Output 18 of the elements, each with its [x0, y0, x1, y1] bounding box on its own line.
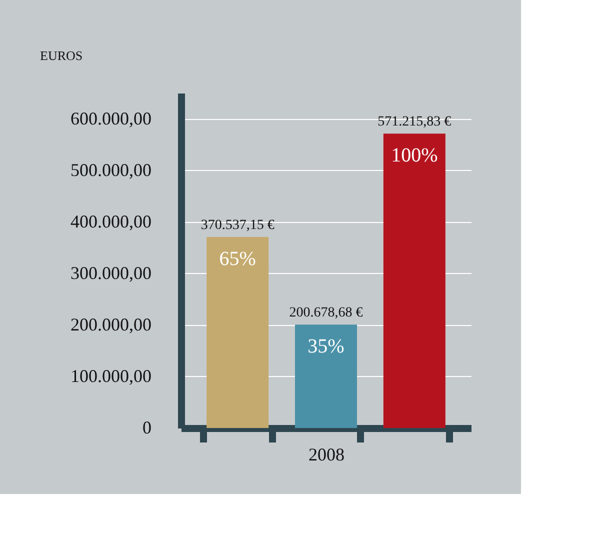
y-tick-label: 0 [142, 418, 152, 438]
data-label: 370.537,15 € [200, 218, 274, 234]
data-label: 571.215,83 € [378, 114, 452, 130]
y-tick-label: 600.000,00 [70, 108, 152, 128]
y-axis-title: EUROS [40, 48, 83, 63]
annotation: 65% [219, 248, 256, 270]
y-tick-label: 400.000,00 [70, 211, 152, 232]
annotation: 35% [308, 336, 344, 358]
bar [206, 237, 269, 428]
y-tick-label: 500.000,00 [70, 160, 152, 180]
bar [295, 324, 357, 428]
bar [383, 134, 446, 428]
y-tick-label: 200.000,00 [70, 314, 152, 334]
y-tick-label: 100.000,00 [70, 366, 152, 386]
data-label: 200.678,68 € [289, 306, 363, 321]
annotation: 100% [391, 144, 438, 167]
y-tick-label: 300.000,00 [70, 262, 152, 283]
x-tick-label: 2008 [308, 444, 344, 464]
